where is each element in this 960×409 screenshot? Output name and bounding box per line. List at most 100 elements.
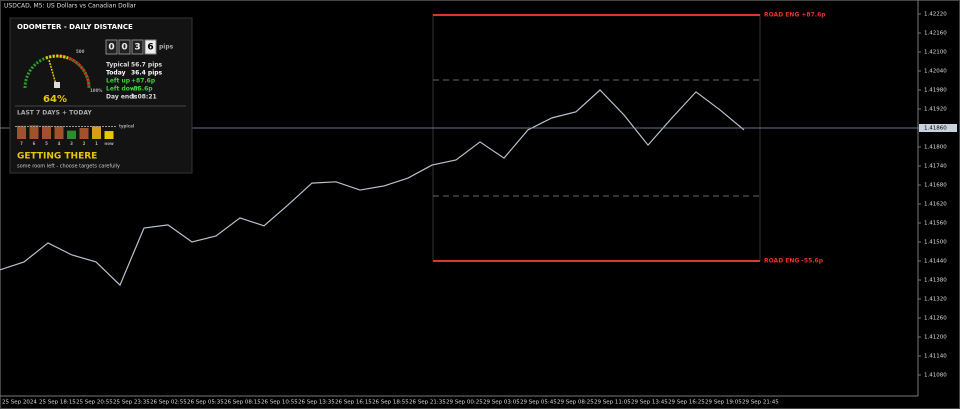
x-tick-label: 26 Sep 18:55 bbox=[372, 400, 409, 406]
x-tick-label: 26 Sep 10:55 bbox=[261, 400, 298, 406]
status: GETTING THERE bbox=[17, 152, 97, 162]
price-line bbox=[0, 89, 745, 287]
digit-box bbox=[105, 39, 118, 55]
history-label: 1 bbox=[95, 141, 98, 146]
stat-label: Left down bbox=[106, 86, 140, 93]
x-tick-label: 29 Sep 08:25 bbox=[557, 400, 594, 406]
y-tick-label: 1.41200 bbox=[924, 335, 947, 341]
y-tick-label: 1.41620 bbox=[924, 202, 947, 208]
lower-level-label: ROAD ENG -55.6p bbox=[764, 258, 824, 265]
y-tick-label: 1.41440 bbox=[924, 259, 947, 265]
history-title: LAST 7 DAYS + TODAY bbox=[17, 110, 92, 117]
history-label: 7 bbox=[20, 141, 23, 146]
y-tick-label: 1.41320 bbox=[924, 297, 947, 303]
x-tick-label: 26 Sep 08:15 bbox=[224, 400, 261, 406]
y-tick-label: 1.42100 bbox=[924, 50, 947, 56]
stat-value: +87.6p bbox=[131, 78, 156, 85]
y-tick-label: 1.41680 bbox=[924, 183, 947, 189]
stat-value: 1:08:21 bbox=[131, 94, 157, 101]
x-tick-label: 25 Sep 23:35 bbox=[113, 400, 150, 406]
history-label: now bbox=[104, 141, 114, 146]
x-tick-label: 26 Sep 02:55 bbox=[150, 400, 187, 406]
current-price-tag bbox=[919, 124, 957, 132]
range-box bbox=[432, 14, 761, 262]
stat-value: 56.7 pips bbox=[131, 62, 163, 69]
x-tick-label: 25 Sep 2024 bbox=[2, 400, 37, 406]
window-title: USDCAD, M5: US Dollars vs Canadian Dolla… bbox=[4, 3, 136, 10]
y-tick-label: 1.41800 bbox=[924, 145, 947, 151]
x-tick-label: 29 Sep 00:25 bbox=[446, 400, 483, 406]
x-tick-label: 29 Sep 19:05 bbox=[705, 400, 742, 406]
x-tick-label: 29 Sep 13:45 bbox=[631, 400, 668, 406]
x-tick-label: 29 Sep 16:25 bbox=[668, 400, 705, 406]
x-tick-label: 26 Sep 21:35 bbox=[409, 400, 446, 406]
y-tick-label: 1.41380 bbox=[924, 278, 947, 284]
upper-level-label: ROAD ENG +87.6p bbox=[764, 12, 826, 19]
y-tick-label: 1.42220 bbox=[924, 12, 947, 18]
history-bar bbox=[29, 125, 39, 139]
percent: 64% bbox=[43, 94, 67, 105]
stat-label: Typical bbox=[106, 62, 129, 69]
history-bar bbox=[92, 126, 101, 139]
plot: 1.42220 1.42160 1.42100 1.42040 1.41980 1.419… bbox=[0, 12, 957, 406]
panel-title: ODOMETER - DAILY DISTANCE bbox=[17, 23, 133, 31]
level-box: ROAD ENG +87.6p ROAD ENG -55.6p bbox=[432, 12, 826, 265]
digit: 3 bbox=[134, 43, 140, 53]
x-tick-label: 26 Sep 16:15 bbox=[335, 400, 372, 406]
history-bar bbox=[79, 128, 89, 139]
history-bar bbox=[104, 131, 114, 139]
digit: 6 bbox=[147, 43, 153, 53]
digit-box bbox=[118, 39, 131, 55]
gauge-full: 100% bbox=[90, 88, 102, 93]
history-label: 4 bbox=[58, 141, 61, 146]
x-tick-label: 29 Sep 05:45 bbox=[520, 400, 557, 406]
y-tick-label: 1.41920 bbox=[924, 107, 947, 113]
y-tick-label: 1.41140 bbox=[924, 354, 947, 360]
stat-value: -55.6p bbox=[131, 86, 153, 93]
history-bar bbox=[17, 125, 26, 139]
history-bars: 7 6 5 4 3 2 1 now typical bbox=[15, 124, 135, 146]
gauge-arc-yellow bbox=[45, 54, 69, 60]
history-label: 3 bbox=[70, 141, 73, 146]
current-price-label: 1.41860 bbox=[924, 126, 947, 132]
history-label: 6 bbox=[33, 141, 36, 146]
y-tick-label: 1.42040 bbox=[924, 69, 947, 75]
digit-box bbox=[144, 39, 157, 55]
x-tick-label: 29 Sep 11:05 bbox=[594, 400, 631, 406]
typical-label: typical bbox=[119, 124, 135, 129]
y-tick-label: 1.41740 bbox=[924, 164, 947, 170]
digit: 0 bbox=[108, 43, 114, 53]
history-label: 2 bbox=[83, 141, 86, 146]
history-label: 5 bbox=[45, 141, 48, 146]
x-tick-label: 25 Sep 20:55 bbox=[76, 400, 113, 406]
y-tick-label: 1.41980 bbox=[924, 88, 947, 94]
x-tick-label: 29 Sep 03:05 bbox=[483, 400, 520, 406]
history-bar bbox=[42, 125, 51, 139]
history-bar bbox=[54, 126, 64, 139]
x-tick-label: 25 Sep 18:15 bbox=[39, 400, 76, 406]
y-tick-label: 1.41260 bbox=[924, 316, 947, 322]
stat-label: Today bbox=[106, 70, 126, 77]
digit: 0 bbox=[121, 43, 127, 53]
panel-bg bbox=[9, 17, 193, 174]
stat-label: Left up bbox=[106, 78, 131, 85]
gauge-arc-red bbox=[56, 54, 91, 89]
digit-box bbox=[131, 39, 144, 55]
note: some room left - choose targets carefull… bbox=[17, 164, 120, 170]
gauge-hub bbox=[54, 82, 60, 88]
history-bar bbox=[67, 130, 76, 139]
x-tick-label: 26 Sep 13:35 bbox=[298, 400, 335, 406]
y-tick-label: 1.41500 bbox=[924, 240, 947, 246]
stat-value: 36.4 pips bbox=[131, 70, 163, 77]
y-tick-label: 1.41560 bbox=[924, 221, 947, 227]
x-tick-label: 29 Sep 21:45 bbox=[742, 400, 779, 406]
unit: pips bbox=[159, 44, 174, 51]
x-tick-label: 26 Sep 05:35 bbox=[187, 400, 224, 406]
gauge-max: 500 bbox=[76, 49, 85, 54]
y-tick-label: 1.42160 bbox=[924, 31, 947, 37]
stat-label: Day ends bbox=[106, 94, 137, 101]
